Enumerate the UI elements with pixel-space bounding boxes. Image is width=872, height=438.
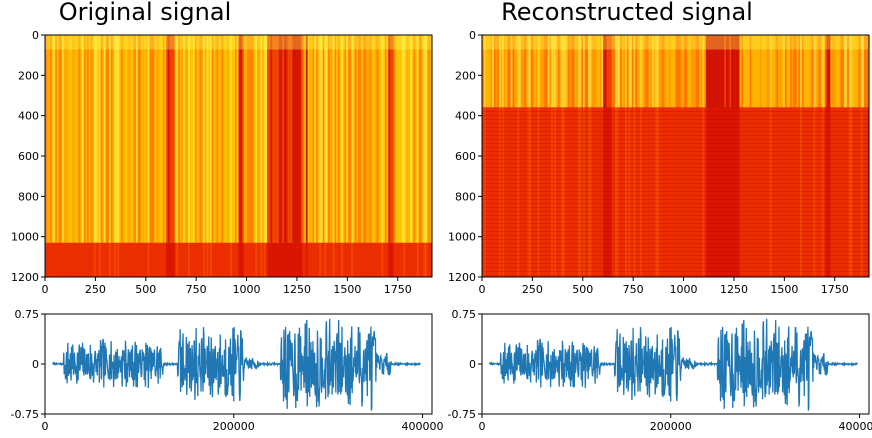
x-tick-label: 1500 xyxy=(770,283,798,296)
x-tick-label: 500 xyxy=(572,283,593,296)
y-tick-label: 1200 xyxy=(11,271,39,284)
x-tick-label: 1750 xyxy=(821,283,849,296)
x-tick-label: 0 xyxy=(479,283,486,296)
y-tick-label: 0 xyxy=(32,358,39,371)
x-tick-label: 1250 xyxy=(283,283,311,296)
y-tick-label: -0.75 xyxy=(448,408,476,421)
y-tick-label: 0.75 xyxy=(15,308,40,321)
x-tick-label: 250 xyxy=(85,283,106,296)
waveform-reconstructed xyxy=(489,318,858,411)
x-tick-label: 0 xyxy=(479,420,486,433)
x-tick-label: 1000 xyxy=(670,283,698,296)
x-tick-label: 1250 xyxy=(720,283,748,296)
x-tick-label: 1000 xyxy=(233,283,261,296)
x-tick-label: 400000 xyxy=(839,420,872,433)
y-tick-label: 1200 xyxy=(448,271,476,284)
chart-title-original: Original signal xyxy=(59,0,232,26)
x-tick-label: 750 xyxy=(186,283,207,296)
x-tick-label: 1750 xyxy=(384,283,412,296)
x-tick-label: 0 xyxy=(42,283,49,296)
y-tick-label: 400 xyxy=(18,110,39,123)
y-tick-label: 1000 xyxy=(11,231,39,244)
y-tick-label: 400 xyxy=(455,110,476,123)
x-tick-label: 750 xyxy=(623,283,644,296)
y-tick-label: 800 xyxy=(18,190,39,203)
y-tick-label: 0 xyxy=(32,29,39,42)
y-tick-label: 0.75 xyxy=(452,308,477,321)
y-tick-label: 1000 xyxy=(448,231,476,244)
x-tick-label: 500 xyxy=(135,283,156,296)
y-tick-label: 600 xyxy=(455,150,476,163)
x-tick-label: 250 xyxy=(522,283,543,296)
spectrogram-original xyxy=(45,35,432,277)
y-tick-label: 0 xyxy=(469,29,476,42)
waveform-original xyxy=(52,318,421,411)
spectrogram-reconstructed xyxy=(482,35,869,277)
axes-ticks: 0 250 500 750 1000 1250 1500 1750 0 200 400 600 800 1… xyxy=(11,29,872,433)
chart-title-reconstructed: Reconstructed signal xyxy=(501,0,753,26)
y-tick-label: 600 xyxy=(18,150,39,163)
x-tick-label: 0 xyxy=(42,420,49,433)
x-tick-label: 400000 xyxy=(402,420,444,433)
y-tick-label: 800 xyxy=(455,190,476,203)
x-tick-label: 200000 xyxy=(213,420,255,433)
x-tick-label: 200000 xyxy=(650,420,692,433)
y-tick-label: 200 xyxy=(455,69,476,82)
y-tick-label: 200 xyxy=(18,69,39,82)
x-tick-label: 1500 xyxy=(333,283,361,296)
y-tick-label: 0 xyxy=(469,358,476,371)
y-tick-label: -0.75 xyxy=(11,408,39,421)
